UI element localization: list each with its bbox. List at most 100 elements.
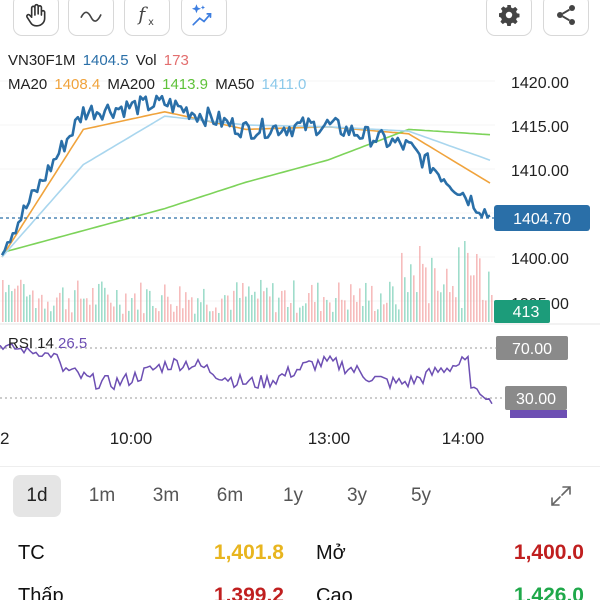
volume-bar: [458, 247, 460, 322]
volume-bar: [65, 309, 67, 322]
volume-bar: [347, 309, 349, 322]
volume-bar: [383, 304, 385, 322]
ma200-label: MA200: [107, 76, 155, 93]
ma-legend: MA20 1408.4 MA200 1413.9 MA50 1411.0: [8, 76, 309, 93]
volume-bar: [14, 288, 16, 322]
volume-bar: [107, 294, 109, 322]
volume-bar: [332, 311, 334, 322]
volume-bar: [167, 296, 169, 322]
volume-bar: [230, 309, 232, 322]
ai-chart-icon: [191, 4, 212, 26]
volume-bar: [176, 305, 178, 322]
volume-bar: [164, 284, 166, 322]
function-tool-button[interactable]: f x: [124, 0, 170, 36]
volume-bar: [302, 305, 304, 322]
volume-bar: [161, 295, 163, 322]
volume-bar: [50, 311, 52, 322]
x-tick-label: 14:00: [442, 429, 485, 448]
volume-bar: [77, 280, 79, 322]
chart-toolbar: f x: [0, 0, 600, 40]
rsi-low-tag: [505, 386, 567, 410]
hand-tool-button[interactable]: [13, 0, 59, 36]
volume-bar: [272, 283, 274, 322]
volume-bar: [293, 280, 295, 322]
volume-bar: [437, 290, 439, 322]
gear-icon: [499, 5, 520, 26]
volume-bar: [29, 294, 31, 322]
volume-bar: [329, 302, 331, 322]
timeframe-1d[interactable]: 1d: [13, 475, 61, 517]
volume-bar: [197, 298, 199, 322]
wave-tool-button[interactable]: [68, 0, 114, 36]
timeframe-3y[interactable]: 3y: [346, 485, 368, 506]
share-button[interactable]: [543, 0, 589, 36]
volume-bar: [245, 296, 247, 322]
volume-bar: [110, 302, 112, 322]
timeframe-1m[interactable]: 1m: [88, 485, 116, 506]
volume-bar: [266, 287, 268, 322]
volume-bar: [56, 297, 58, 322]
volume-bar: [134, 293, 136, 322]
volume-bar: [377, 309, 379, 322]
volume-bar: [17, 285, 19, 322]
volume-bar: [416, 292, 418, 322]
volume-bar: [188, 299, 190, 322]
volume-bar: [221, 298, 223, 322]
volume-bar: [440, 292, 442, 322]
timeframe-6m[interactable]: 6m: [216, 485, 244, 506]
volume-bar: [335, 298, 337, 322]
y-tick-label: 1415.00: [511, 119, 569, 136]
volume-bar: [47, 301, 49, 322]
volume-bar: [296, 312, 298, 322]
fullscreen-button[interactable]: [537, 475, 585, 517]
volume-bar: [206, 304, 208, 322]
volume-bar: [116, 289, 118, 322]
settings-button[interactable]: [486, 0, 532, 36]
timeframe-1y[interactable]: 1y: [282, 485, 304, 506]
volume-bar: [467, 252, 469, 322]
volume-bar: [407, 292, 409, 322]
volume-bar: [149, 290, 151, 322]
vol-value: 173: [163, 52, 189, 69]
rsi-label: RSI 14: [8, 335, 54, 352]
y-tick-label: 1400.00: [511, 251, 569, 268]
current-price-tag: [494, 205, 590, 231]
volume-bar: [278, 297, 280, 322]
volume-bar: [464, 241, 466, 322]
volume-bar: [386, 302, 388, 322]
price-chart[interactable]: 1420.00 1415.00 1410.00 1400.00 1395.00 …: [0, 44, 600, 456]
volume-bar: [485, 300, 487, 322]
series-line-ma200: [1, 128, 491, 254]
volume-bar: [44, 308, 46, 322]
volume-bar: [71, 312, 73, 322]
timeframe-3m[interactable]: 3m: [152, 485, 180, 506]
volume-bar: [155, 308, 157, 322]
volume-bar: [224, 295, 226, 322]
volume-bar: [194, 313, 196, 322]
share-icon: [557, 5, 575, 25]
volume-bar: [299, 307, 301, 322]
stat-value-low: 1,399.2: [213, 584, 284, 600]
volume-bar: [140, 282, 142, 322]
svg-text:f: f: [136, 4, 148, 25]
chart-canvas[interactable]: 1420.00 1415.00 1410.00 1400.00 1395.00 …: [0, 44, 600, 456]
volume-bar: [5, 292, 7, 322]
ai-indicator-button[interactable]: [181, 0, 227, 36]
expand-icon: [551, 486, 571, 506]
volume-bar: [83, 298, 85, 322]
volume-bar: [20, 279, 22, 322]
volume-bar: [314, 301, 316, 322]
volume-bar: [338, 282, 340, 322]
volume-bar: [170, 304, 172, 322]
series-line-ma20: [1, 110, 491, 258]
timeframe-5y[interactable]: 5y: [410, 485, 432, 506]
volume-bar: [95, 304, 97, 322]
volume-bar: [320, 311, 322, 322]
volume-bar: [41, 294, 43, 322]
volume-bar: [461, 308, 463, 322]
volume-bar: [392, 286, 394, 322]
volume-bar: [173, 311, 175, 322]
volume-bar: [449, 292, 451, 322]
volume-bar: [242, 282, 244, 322]
ma200-value: 1413.9: [162, 76, 209, 93]
